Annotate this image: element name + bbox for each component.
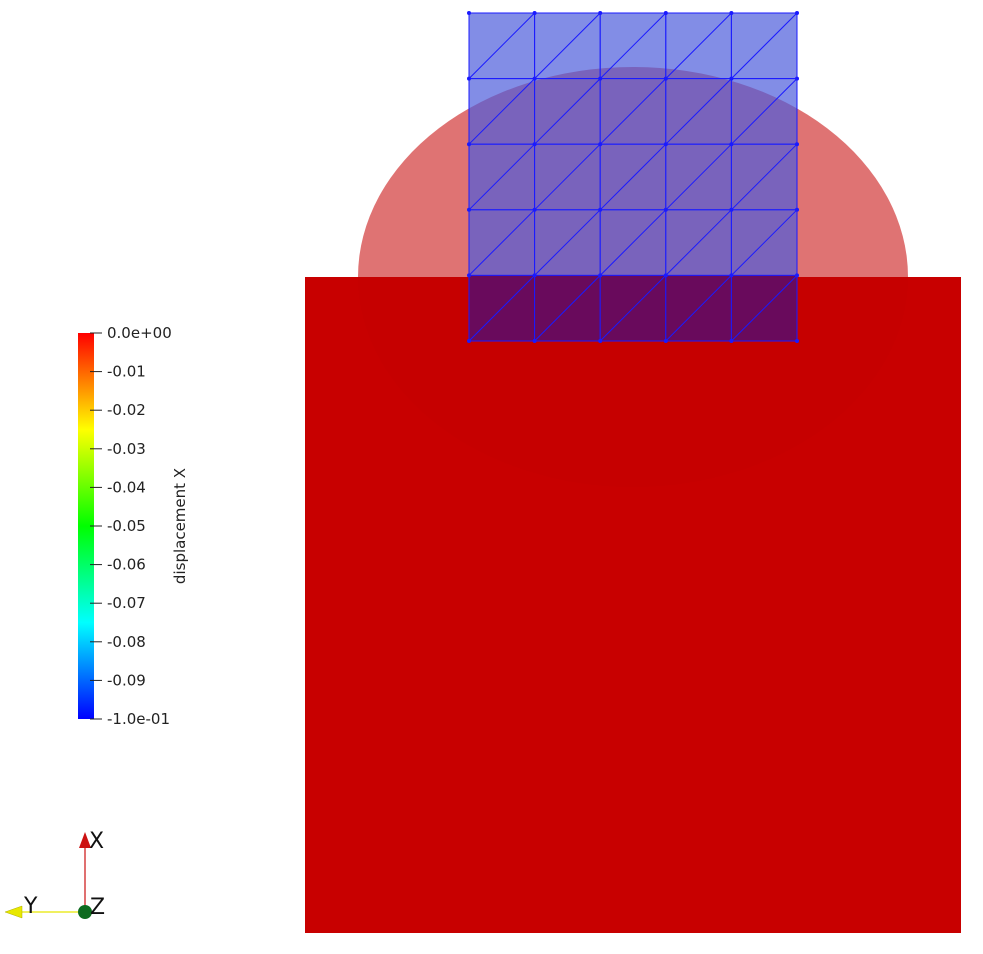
- mesh-node: [532, 11, 537, 15]
- mesh-node: [795, 11, 799, 15]
- mesh-diagonal: [534, 143, 601, 211]
- mesh-diagonal: [731, 209, 798, 276]
- mesh-node: [532, 273, 537, 278]
- mesh-node: [795, 273, 799, 278]
- mesh-diagonal: [468, 275, 535, 342]
- x-axis-label: X: [89, 829, 104, 854]
- mesh-node: [663, 76, 668, 81]
- mesh-node: [532, 339, 537, 343]
- color-legend-ticks: 0.0e+00 -0.01 -0.02 -0.03 -0.04 -0.05 -0.06 -0.…: [90, 324, 172, 728]
- mesh-node: [729, 339, 734, 343]
- mesh-node: [729, 207, 734, 212]
- mesh-node: [663, 11, 668, 15]
- legend-tick-label: -0.09: [107, 671, 146, 689]
- mesh-node: [795, 76, 799, 81]
- mesh-node: [532, 76, 537, 81]
- legend-tick-label: -0.03: [107, 440, 146, 458]
- legend-tick-label: -0.06: [107, 556, 146, 574]
- mesh-diagonal: [731, 12, 798, 79]
- mesh-node: [598, 11, 603, 15]
- mesh-diagonal: [468, 12, 535, 79]
- color-legend-title: displacement X: [171, 468, 189, 584]
- mesh-diagonal: [599, 209, 667, 276]
- mesh-node: [598, 207, 603, 212]
- mesh-node: [729, 273, 734, 278]
- mesh-node: [467, 207, 471, 212]
- legend-tick-label: -0.08: [107, 633, 146, 651]
- mesh-diagonal: [599, 12, 667, 79]
- mesh-diagonal: [468, 143, 535, 211]
- mesh-node: [795, 207, 799, 212]
- mesh-diagonal: [665, 275, 732, 342]
- mesh-diagonal: [599, 143, 667, 211]
- mesh-node: [598, 273, 603, 278]
- mesh-diagonal: [731, 275, 798, 342]
- mesh-diagonal: [534, 275, 601, 342]
- mesh-node: [598, 339, 603, 343]
- mesh-diagonal: [665, 12, 732, 79]
- x-axis-arrow-icon: [79, 832, 91, 848]
- z-axis-label: Z: [90, 895, 105, 920]
- mesh-node: [598, 142, 603, 147]
- mesh-diagonal: [599, 275, 667, 342]
- mesh-node: [663, 207, 668, 212]
- mesh-diagonal: [534, 78, 601, 145]
- y-axis-label: Y: [23, 894, 38, 919]
- legend-tick-label: -1.0e-01: [107, 710, 170, 728]
- legend-tick-label: -0.02: [107, 401, 146, 419]
- legend-tick-label: 0.0e+00: [107, 324, 172, 342]
- mesh-node: [795, 142, 799, 147]
- mesh-node: [729, 142, 734, 147]
- mesh-diagonal: [599, 78, 667, 145]
- mesh-diagonal: [665, 78, 732, 145]
- y-axis-arrow-icon: [4, 905, 23, 919]
- mesh-diagonal: [534, 209, 601, 276]
- mesh-node: [598, 76, 603, 81]
- orientation-axes: X Y Z: [4, 829, 105, 920]
- legend-tick-label: -0.07: [107, 594, 146, 612]
- top-mesh[interactable]: [467, 11, 799, 343]
- mesh-node: [467, 76, 471, 81]
- legend-tick-label: -0.05: [107, 517, 146, 535]
- mesh-node: [532, 207, 537, 212]
- mesh-node: [467, 142, 471, 147]
- mesh-diagonal: [665, 209, 732, 276]
- mesh-node: [532, 142, 537, 147]
- mesh-node: [663, 339, 668, 343]
- mesh-node: [663, 273, 668, 278]
- mesh-diagonal: [731, 143, 798, 211]
- mesh-node: [467, 273, 471, 278]
- mesh-node: [663, 142, 668, 147]
- mesh-node: [729, 11, 734, 15]
- legend-tick-label: -0.04: [107, 478, 146, 496]
- mesh-node: [729, 76, 734, 81]
- mesh-node: [795, 339, 799, 343]
- color-legend: 0.0e+00 -0.01 -0.02 -0.03 -0.04 -0.05 -0.06 -0.…: [78, 324, 189, 728]
- mesh-diagonal: [468, 209, 535, 276]
- mesh-diagonal: [665, 143, 732, 211]
- z-axis-dot-icon: [78, 905, 92, 919]
- color-legend-bar: [78, 333, 94, 719]
- mesh-node: [467, 339, 471, 343]
- mesh-diagonal: [468, 78, 535, 145]
- mesh-diagonal: [731, 78, 798, 145]
- mesh-diagonal: [534, 12, 601, 79]
- mesh-node: [467, 11, 471, 15]
- legend-tick-label: -0.01: [107, 363, 146, 381]
